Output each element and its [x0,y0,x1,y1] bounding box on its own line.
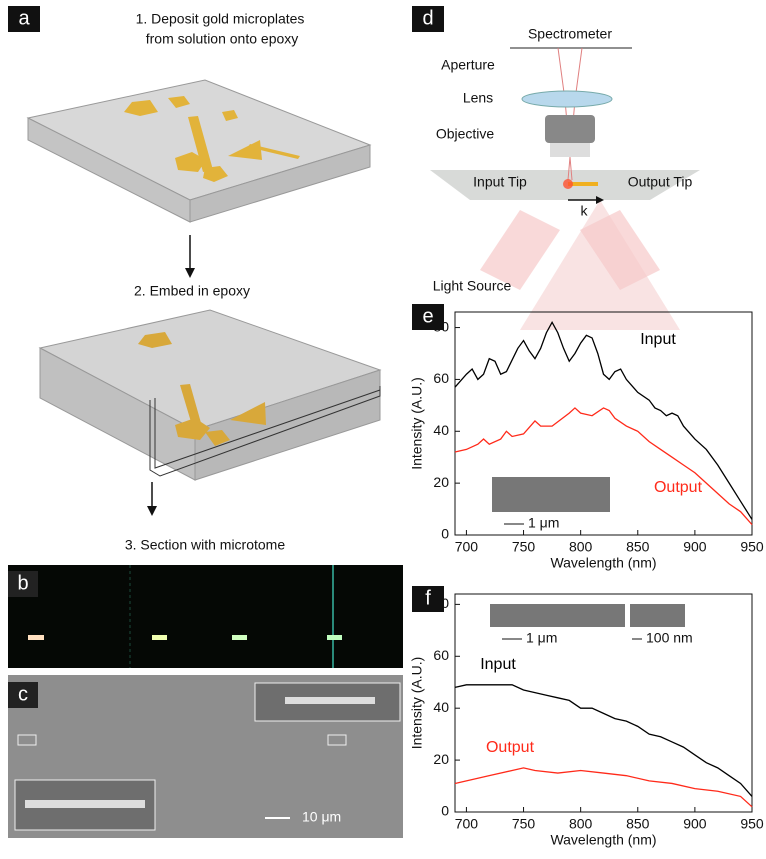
wire [568,182,598,186]
image-b [8,565,403,668]
inset-image [490,604,625,627]
line [454,407,753,526]
epoxy-slab [26,79,372,223]
label: Aperture [441,57,495,73]
line [454,767,753,808]
inset-image [630,604,685,627]
label: Objective [436,126,495,142]
panel-label-box [412,6,444,32]
label: Light Source [433,278,512,294]
image-detail [232,635,247,640]
inset [254,682,401,722]
y-tick-label: 20 [433,474,449,490]
legend-label: Input [640,331,676,348]
panel-label-box [8,6,40,32]
light-beam [580,210,660,290]
image-detail [285,697,375,704]
panel-label: b [17,572,28,594]
embedded-slab [38,309,382,481]
objective [550,143,590,157]
label: Input Tip [473,174,527,190]
legend-label: Output [654,479,703,496]
scale-label: 1 μm [526,630,557,646]
x-tick-label: 850 [626,539,650,555]
step-text: 3. Section with microtome [125,537,285,553]
panel-label: c [18,683,28,705]
y-tick-label: 0 [441,803,449,819]
lens [521,90,613,108]
y-axis-label: Intensity (A.U.) [409,377,425,470]
line [454,321,753,520]
scale-label: 1 μm [528,515,559,531]
panel-label-box [8,682,38,708]
line [454,684,753,797]
label: Output Tip [628,174,693,190]
x-tick-label: 900 [683,539,707,555]
label: k [581,203,589,219]
x-tick-label: 750 [512,539,536,555]
inset-image [492,477,610,512]
panel-label: a [18,7,30,29]
x-tick-label: 750 [512,816,536,832]
x-axis-label: Wavelength (nm) [550,555,656,571]
arrow-head [147,506,157,516]
step-text: 2. Embed in epoxy [134,283,250,299]
legend-label: Input [480,656,516,673]
image-detail [327,635,342,640]
x-tick-label: 850 [626,816,650,832]
x-tick-label: 900 [683,816,707,832]
panel-label-box [412,304,444,330]
label: Lens [463,90,493,106]
panel-label-box [412,586,444,612]
light-beam [480,210,560,290]
step-text: 1. Deposit gold microplates [136,11,305,27]
y-tick-label: 60 [433,370,449,386]
image-detail [25,800,145,808]
objective [545,115,595,143]
x-axis-label: Wavelength (nm) [550,832,656,848]
y-axis-label: Intensity (A.U.) [409,657,425,750]
panel-label: e [422,305,433,327]
k-arrow [596,196,604,204]
x-tick-label: 950 [740,539,764,555]
panel-label: f [425,587,431,609]
tip-glow [563,179,573,189]
panel-label: d [422,7,433,29]
inset-box [17,734,37,746]
light-cone [520,200,680,330]
y-tick-label: 60 [433,647,449,663]
inset-box [327,734,347,746]
step-text: from solution onto epoxy [146,31,299,47]
plot-frame [454,311,753,536]
y-tick-label: 40 [433,699,449,715]
panel-label-box [8,571,38,597]
plot-frame [454,593,753,813]
y-tick-label: 40 [433,422,449,438]
image-detail [28,635,44,640]
y-tick-label: 20 [433,751,449,767]
x-tick-label: 950 [740,816,764,832]
x-tick-label: 800 [569,539,593,555]
legend-label: Output [486,739,535,756]
scale-label: 10 μm [302,809,341,825]
arrow-head [185,268,195,278]
x-tick-label: 700 [455,816,479,832]
scale-label: 100 nm [646,630,693,646]
beam [567,47,583,181]
image-detail [152,635,167,640]
y-tick-label: 0 [441,526,449,542]
x-tick-label: 700 [455,539,479,555]
x-tick-label: 800 [569,816,593,832]
label: Spectrometer [528,26,612,42]
